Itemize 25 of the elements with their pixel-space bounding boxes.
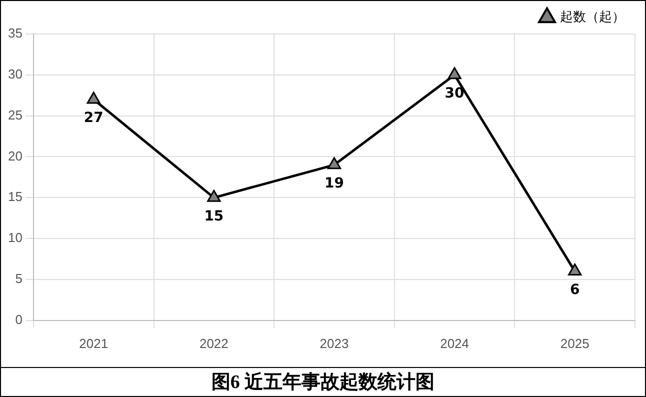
y-tick-label: 30	[8, 66, 22, 82]
point	[327, 157, 342, 170]
legend-label: 起数（起）	[560, 10, 625, 25]
y-tick-label: 15	[8, 189, 22, 204]
point	[448, 67, 462, 80]
y-tick-label: 25	[8, 107, 22, 122]
x-tick-label: 2024	[440, 336, 469, 351]
y-tick-label: 20	[8, 148, 22, 164]
data-label: 27	[84, 110, 104, 126]
data-label: 6	[570, 282, 580, 298]
x-tick-label: 2021	[79, 336, 108, 351]
x-tick-label: 2025	[560, 336, 590, 351]
data-label: 15	[204, 208, 224, 224]
x-tick-label: 2023	[320, 336, 349, 351]
data-label: 30	[444, 86, 465, 102]
y-tick-label: 5	[15, 271, 22, 286]
text: 图6 近五年事故起数统计图	[1, 367, 645, 397]
point	[568, 264, 582, 276]
point	[207, 190, 221, 202]
x-tick-label: 2022	[199, 336, 228, 351]
y-tick-label: 10	[8, 230, 22, 246]
y-tick-label: 35	[8, 26, 22, 41]
data-label: 19	[324, 176, 344, 192]
point	[86, 92, 100, 104]
y-tick-label: 0	[15, 312, 22, 327]
